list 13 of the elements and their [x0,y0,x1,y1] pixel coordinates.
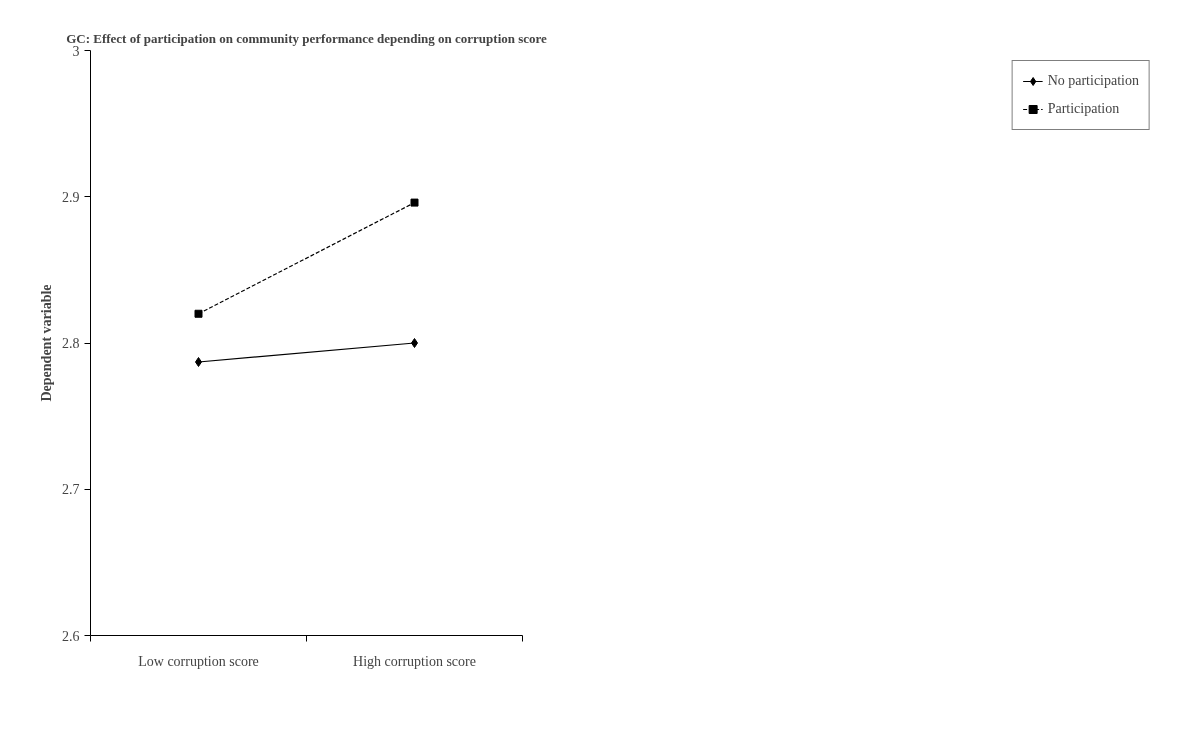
x-tick-label: Low corruption score [138,653,259,669]
x-tick-label: High corruption score [353,653,476,669]
point [410,198,419,207]
y-tick-label: 2.8 [62,336,80,351]
y-tick-label: 2.7 [62,482,80,498]
y-tick-label: 3 [72,43,80,59]
legend-label: No participation [1047,73,1139,89]
y-tick-label: 2.6 [62,628,80,644]
chart-title: GC: Effect of participation on community performance depending on corruption score [66,30,548,46]
y-axis-title: Dependent variable [39,284,54,402]
y-tick-label: 2.9 [62,189,80,205]
point [194,309,203,318]
legend-label: Participation [1047,101,1120,117]
